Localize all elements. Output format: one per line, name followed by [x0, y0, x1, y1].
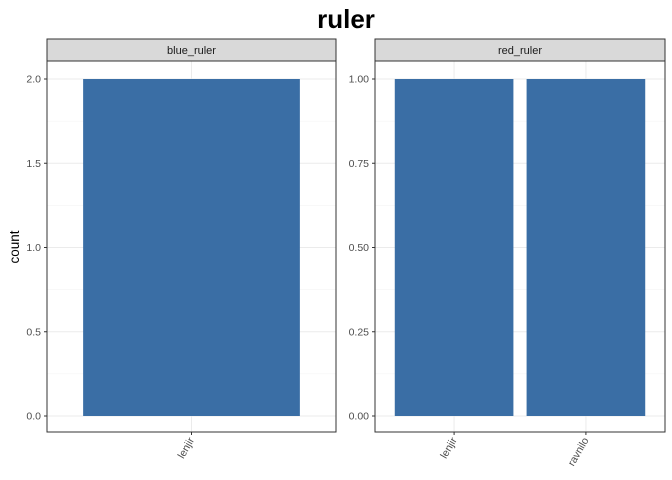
- y-tick-label: 0.75: [349, 158, 370, 170]
- facet-strip: [374, 38, 666, 62]
- bar-red-ruler-lenjir: [394, 79, 514, 416]
- y-tick-label: 0.5: [26, 326, 41, 338]
- y-tick-label: 0.0: [26, 411, 41, 423]
- x-tick-label: ravnilo: [566, 435, 592, 468]
- y-tick-label: 2.0: [26, 74, 41, 86]
- facet-panel-blue-ruler: blue_ruler 0.0 0.5 1.0 1.5 2.0 lenjir: [26, 38, 337, 461]
- facet-strip: [46, 38, 337, 62]
- facet-panel-red-ruler: red_ruler 0.00 0.25 0.50 0.75 1.00 lenjir ravni…: [349, 38, 666, 468]
- y-tick-label: 1.5: [26, 158, 41, 170]
- y-tick-label: 0.00: [349, 411, 370, 423]
- x-tick-label: lenjir: [438, 435, 460, 461]
- y-tick-label: 1.00: [349, 74, 370, 86]
- bar-blue-ruler-lenjir: [83, 79, 300, 416]
- y-tick-label: 0.50: [349, 242, 370, 254]
- y-axis-title: count: [7, 230, 22, 263]
- facet-panels: blue_ruler0.00.51.01.52.0lenjirred_ruler…: [26, 38, 666, 468]
- y-tick-label: 1.0: [26, 242, 41, 254]
- bar-red-ruler-ravnilo: [526, 79, 646, 416]
- y-tick-label: 0.25: [349, 326, 370, 338]
- facet-strip-label: red_ruler: [498, 45, 542, 57]
- facet-strip-label: blue_ruler: [167, 45, 216, 57]
- x-tick-label: lenjir: [176, 435, 198, 461]
- chart-title: ruler: [317, 4, 375, 34]
